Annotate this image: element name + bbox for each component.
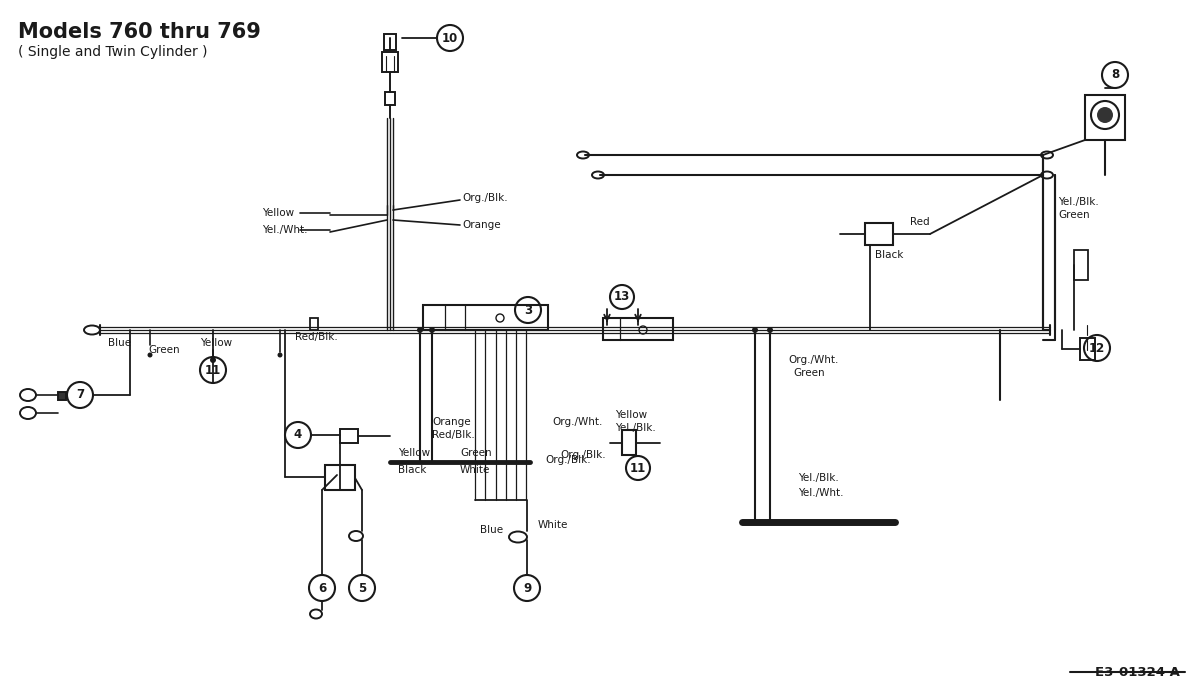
- Bar: [58, 392, 66, 400]
- Text: Green: Green: [793, 368, 824, 378]
- Text: 3: 3: [524, 304, 532, 317]
- Text: 5: 5: [358, 581, 366, 595]
- Text: Org./Blk.: Org./Blk.: [462, 193, 508, 203]
- Bar: [1085, 95, 1126, 140]
- Circle shape: [210, 357, 216, 363]
- Text: 6: 6: [318, 581, 326, 595]
- Text: 9: 9: [523, 581, 532, 595]
- Circle shape: [277, 353, 282, 358]
- Text: 13: 13: [614, 290, 630, 304]
- Text: Yel./Blk.: Yel./Blk.: [616, 423, 655, 433]
- Text: Yellow: Yellow: [200, 338, 232, 348]
- Circle shape: [767, 327, 773, 333]
- Text: Org./Wht.: Org./Wht.: [788, 355, 839, 365]
- Bar: [384, 34, 396, 50]
- Text: ( Single and Twin Cylinder ): ( Single and Twin Cylinder ): [18, 45, 208, 59]
- Bar: [382, 52, 398, 72]
- Circle shape: [148, 353, 152, 358]
- Text: Green: Green: [1058, 210, 1090, 220]
- Bar: [604, 318, 673, 340]
- Circle shape: [418, 327, 424, 333]
- Text: Yel./Blk.: Yel./Blk.: [1058, 197, 1099, 207]
- Bar: [424, 305, 548, 330]
- Text: Org./Blk.: Org./Blk.: [560, 450, 606, 460]
- Bar: [325, 465, 355, 490]
- Bar: [385, 92, 395, 105]
- Text: Green: Green: [148, 345, 180, 355]
- Bar: [1074, 250, 1088, 280]
- Text: White: White: [460, 465, 491, 475]
- Text: Yellow: Yellow: [398, 448, 430, 458]
- Text: 11: 11: [630, 462, 646, 475]
- Text: Blue: Blue: [480, 525, 503, 535]
- Text: Blue: Blue: [108, 338, 131, 348]
- Bar: [622, 430, 636, 455]
- Text: Yel./Blk.: Yel./Blk.: [798, 473, 839, 483]
- Text: Org./Wht.: Org./Wht.: [552, 417, 602, 427]
- Text: Green: Green: [460, 448, 492, 458]
- Text: Org./Blk.: Org./Blk.: [545, 455, 590, 465]
- Text: Models 760 thru 769: Models 760 thru 769: [18, 22, 260, 42]
- Text: Red/Blk.: Red/Blk.: [295, 332, 337, 342]
- Text: Red/Blk.: Red/Blk.: [432, 430, 475, 440]
- Text: 12: 12: [1088, 342, 1105, 355]
- Text: 7: 7: [76, 389, 84, 401]
- Text: 8: 8: [1111, 69, 1120, 82]
- Text: White: White: [538, 520, 569, 530]
- Bar: [310, 318, 318, 330]
- Text: 4: 4: [294, 428, 302, 441]
- Text: Yellow: Yellow: [262, 208, 294, 218]
- Bar: [865, 223, 893, 245]
- Text: Yellow: Yellow: [616, 410, 647, 420]
- Text: Black: Black: [398, 465, 426, 475]
- Text: Yel./Wht.: Yel./Wht.: [262, 225, 307, 235]
- Circle shape: [752, 327, 758, 333]
- Bar: [1080, 338, 1096, 360]
- Circle shape: [1097, 107, 1114, 123]
- Text: Black: Black: [875, 250, 904, 260]
- Text: 11: 11: [205, 364, 221, 376]
- Text: 10: 10: [442, 31, 458, 44]
- Text: Red: Red: [910, 217, 930, 227]
- Circle shape: [430, 327, 436, 333]
- Text: Orange: Orange: [462, 220, 500, 230]
- Bar: [340, 429, 358, 443]
- Text: E3-01324 A: E3-01324 A: [1096, 665, 1180, 678]
- Text: Orange: Orange: [432, 417, 470, 427]
- Text: Yel./Wht.: Yel./Wht.: [798, 488, 844, 498]
